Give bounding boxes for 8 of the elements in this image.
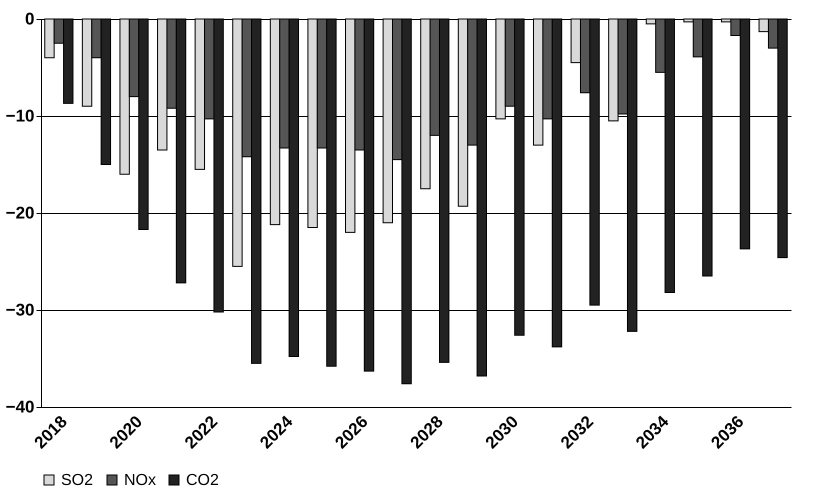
y-tick-label: 0 (25, 10, 34, 28)
y-tick-label: −30 (6, 300, 34, 320)
y-tick-label: −20 (6, 204, 34, 222)
y-tick-label: −40 (6, 398, 34, 416)
y-tick-label: −10 (6, 106, 34, 126)
legend-label: NOx (124, 472, 156, 486)
legend-label: CO2 (186, 472, 219, 486)
legend-label: SO2 (61, 472, 94, 486)
